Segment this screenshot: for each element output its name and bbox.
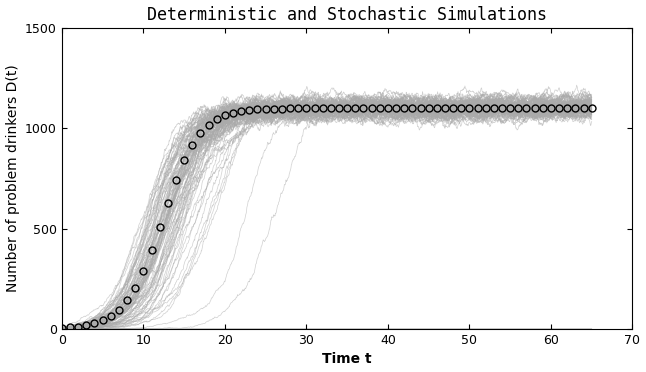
- X-axis label: Time t: Time t: [322, 352, 372, 366]
- Y-axis label: Number of problem drinkers D(t): Number of problem drinkers D(t): [6, 65, 19, 292]
- Title: Deterministic and Stochastic Simulations: Deterministic and Stochastic Simulations: [147, 6, 547, 23]
